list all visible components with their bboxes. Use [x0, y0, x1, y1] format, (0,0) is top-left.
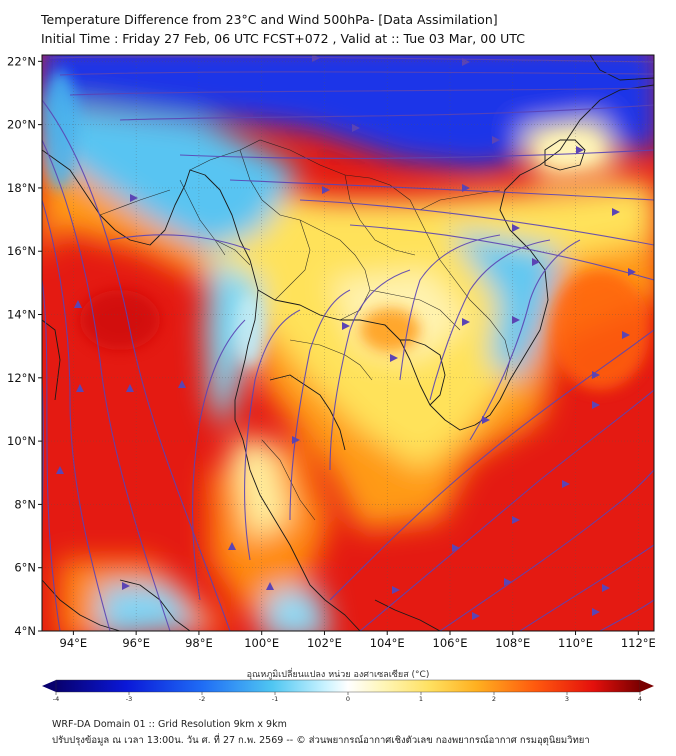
colorbar-tick-label: 2	[492, 695, 496, 703]
footer-line-1: WRF-DA Domain 01 :: Grid Resolution 9km …	[52, 719, 287, 730]
colorbar-tick-label: -1	[272, 695, 278, 703]
lon-label: 106°E	[433, 636, 468, 650]
coastlines	[42, 55, 654, 631]
lon-label: 96°E	[122, 636, 150, 650]
lat-label: 10°N	[7, 434, 36, 448]
colorbar-tick-label: 4	[638, 695, 642, 703]
lon-label: 100°E	[244, 636, 279, 650]
colorbar-tick-label: -3	[126, 695, 132, 703]
lat-label: 14°N	[7, 308, 36, 322]
temperature-field	[42, 55, 654, 631]
lon-label: 108°E	[495, 636, 530, 650]
map-frame	[41, 54, 655, 632]
lon-label: 112°E	[621, 636, 656, 650]
lon-label: 102°E	[307, 636, 342, 650]
colorbar: -4 -3 -2 -1 0 1 2 3 4	[42, 679, 654, 703]
lat-label: 4°N	[14, 624, 36, 638]
lat-label: 18°N	[7, 181, 36, 195]
lat-label: 16°N	[7, 244, 36, 258]
footer-line-2: ปรับปรุงข้อมูล ณ เวลา 13:00น. วัน ศ. ที่…	[52, 735, 590, 746]
wind-streamlines	[42, 56, 654, 631]
lon-label: 94°E	[60, 636, 88, 650]
lon-label: 104°E	[370, 636, 405, 650]
colorbar-tick-label: 3	[565, 695, 569, 703]
lon-label: 110°E	[558, 636, 593, 650]
colorbar-title: อุณหภูมิเปลี่ยนแปลง หน่วย องศาเซลเซียส (…	[246, 670, 430, 680]
map-subtitle: Initial Time : Friday 27 Feb, 06 UTC FCS…	[41, 31, 525, 46]
lat-label: 6°N	[14, 561, 36, 575]
colorbar-tick-label: 1	[419, 695, 423, 703]
colorbar-tick-label: -4	[53, 695, 59, 703]
map-title: Temperature Difference from 23°C and Win…	[41, 12, 498, 27]
colorbar-tick-label: 0	[346, 695, 350, 703]
country-borders	[99, 139, 511, 521]
lat-label: 22°N	[7, 54, 36, 68]
lat-label: 20°N	[7, 118, 36, 132]
lat-label: 8°N	[14, 497, 36, 511]
colorbar-tick-label: -2	[199, 695, 205, 703]
lon-label: 98°E	[185, 636, 213, 650]
lat-label: 12°N	[7, 371, 36, 385]
